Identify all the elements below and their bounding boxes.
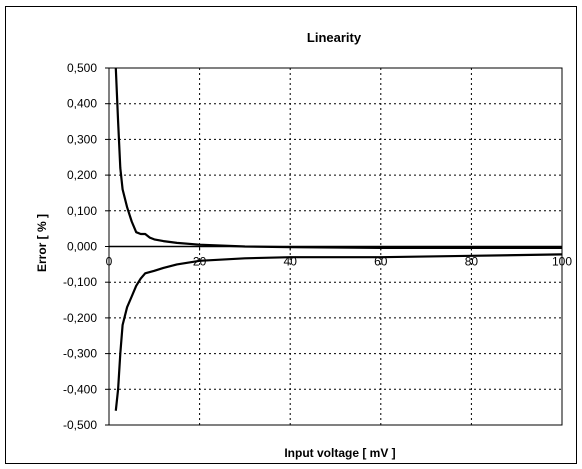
y-tick-label: -0,500 (63, 418, 97, 432)
y-axis-label: Error [ % ] (35, 214, 49, 272)
y-tick-label: 0,300 (67, 132, 97, 146)
x-axis-label: Input voltage [ mV ] (284, 446, 395, 460)
x-tick-label: 100 (552, 255, 572, 269)
chart-title: Linearity (307, 30, 362, 45)
grid-lines (109, 68, 562, 425)
y-tick-label: 0,000 (67, 240, 97, 254)
y-tick-label: -0,400 (63, 382, 97, 396)
y-tick-label: -0,200 (63, 311, 97, 325)
y-tick-label: 0,100 (67, 204, 97, 218)
series-line-2 (114, 253, 563, 411)
series-group (114, 67, 563, 411)
y-axis-ticks: 0,500 0,400 0,300 0,200 0,100 0,000 -0,100 -0,2… (63, 61, 109, 432)
x-tick-label: 80 (465, 255, 479, 269)
x-tick-label: 0 (106, 255, 113, 269)
y-tick-label: 0,400 (67, 97, 97, 111)
y-tick-label: 0,200 (67, 168, 97, 182)
y-tick-label: -0,100 (63, 275, 97, 289)
y-tick-label: -0,300 (63, 347, 97, 361)
series-line-1 (114, 67, 562, 249)
y-tick-label: 0,500 (67, 61, 97, 75)
chart-frame (5, 6, 577, 464)
